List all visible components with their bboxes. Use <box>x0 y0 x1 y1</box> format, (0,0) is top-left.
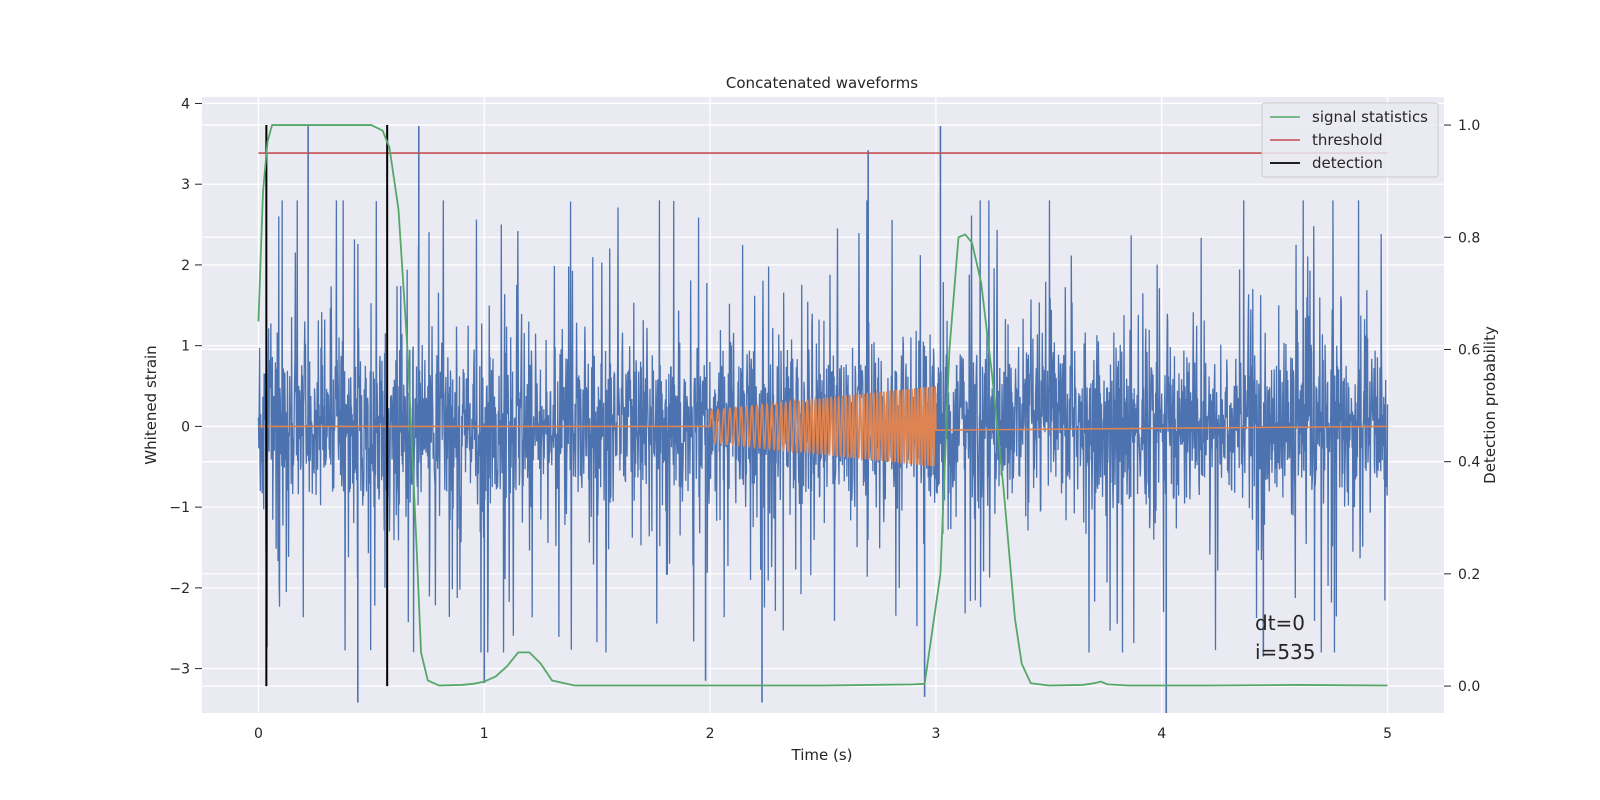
y-tick-label: 1 <box>181 339 190 355</box>
y-tick-label: 2 <box>181 258 190 274</box>
y-tick-label: −2 <box>169 581 190 597</box>
y2-tick-label: 0.8 <box>1458 230 1480 246</box>
x-tick-label: 2 <box>706 726 715 742</box>
y2-tick-label: 0.4 <box>1458 455 1480 471</box>
legend-box <box>1261 102 1439 178</box>
x-axis-ticks: 0 1 2 3 4 5 <box>254 726 1392 742</box>
x-tick-label: 3 <box>931 726 940 742</box>
legend-label-detection: detection <box>1312 154 1383 172</box>
y-axis-ticks: −3 −2 −1 0 1 2 3 4 <box>169 96 202 678</box>
y-tick-label: 0 <box>181 419 190 435</box>
y-tick-label: 4 <box>181 96 190 112</box>
y-axis-label: Whitened strain <box>142 345 160 464</box>
legend-label-threshold: threshold <box>1312 131 1383 149</box>
y2-tick-label: 0.2 <box>1458 567 1480 583</box>
y-tick-label: −1 <box>169 500 190 516</box>
chart-title: Concatenated waveforms <box>726 74 918 92</box>
y-tick-label: −3 <box>169 662 190 678</box>
x-tick-label: 4 <box>1157 726 1166 742</box>
legend: signal statistics threshold detection <box>1261 102 1439 178</box>
y-tick-label: 3 <box>181 177 190 193</box>
signal-statistics-line <box>257 124 1388 687</box>
y2-axis-ticks: 0.0 0.2 0.4 0.6 0.8 1.0 <box>1444 118 1480 695</box>
legend-label-signal-statistics: signal statistics <box>1312 108 1428 126</box>
y2-tick-label: 1.0 <box>1458 118 1480 134</box>
annotation-index: i=535 <box>1255 640 1316 664</box>
x-tick-label: 0 <box>254 726 263 742</box>
x-axis-label: Time (s) <box>791 746 853 764</box>
x-tick-label: 1 <box>480 726 489 742</box>
series-layer <box>257 124 1389 713</box>
y2-axis-label: Detection probability <box>1481 326 1499 484</box>
annotation-dt: dt=0 <box>1255 611 1305 635</box>
injected-chirp-line <box>258 386 1388 468</box>
y2-tick-label: 0.6 <box>1458 342 1480 358</box>
y2-tick-label: 0.0 <box>1458 679 1480 695</box>
x-tick-label: 5 <box>1383 726 1392 742</box>
